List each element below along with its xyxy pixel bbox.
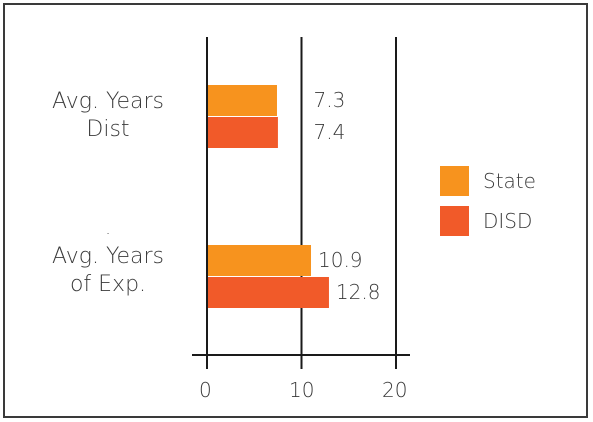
separator-dot: .: [105, 219, 111, 238]
legend-label-disd: DISD: [483, 209, 533, 233]
bar-disd-0: [208, 117, 278, 148]
value-label-disd-dist: 7.4: [313, 120, 346, 144]
legend-swatch-disd: [440, 206, 469, 236]
chart-frame: [3, 3, 588, 418]
legend-swatch-state: [440, 166, 469, 196]
x-tick-label-0: 0: [199, 378, 212, 402]
legend-item-disd: DISD: [440, 206, 532, 236]
bar-state-1: [208, 245, 312, 276]
bar-disd-1: [208, 277, 329, 308]
category-label-avg-years-dist: Avg. Years Dist: [51, 89, 164, 142]
value-label-state-dist: 7.3: [313, 88, 346, 112]
category-label-avg-years-of-exp: Avg. Years of Exp.: [51, 244, 164, 297]
x-tick-label-10: 10: [289, 378, 315, 402]
legend-item-state: State: [440, 166, 536, 196]
x-tick-label-20: 20: [382, 378, 408, 402]
legend-label-state: State: [483, 169, 536, 193]
value-label-disd-exp: 12.8: [335, 280, 381, 304]
value-label-state-exp: 10.9: [318, 248, 363, 272]
bar-state-0: [208, 85, 277, 116]
